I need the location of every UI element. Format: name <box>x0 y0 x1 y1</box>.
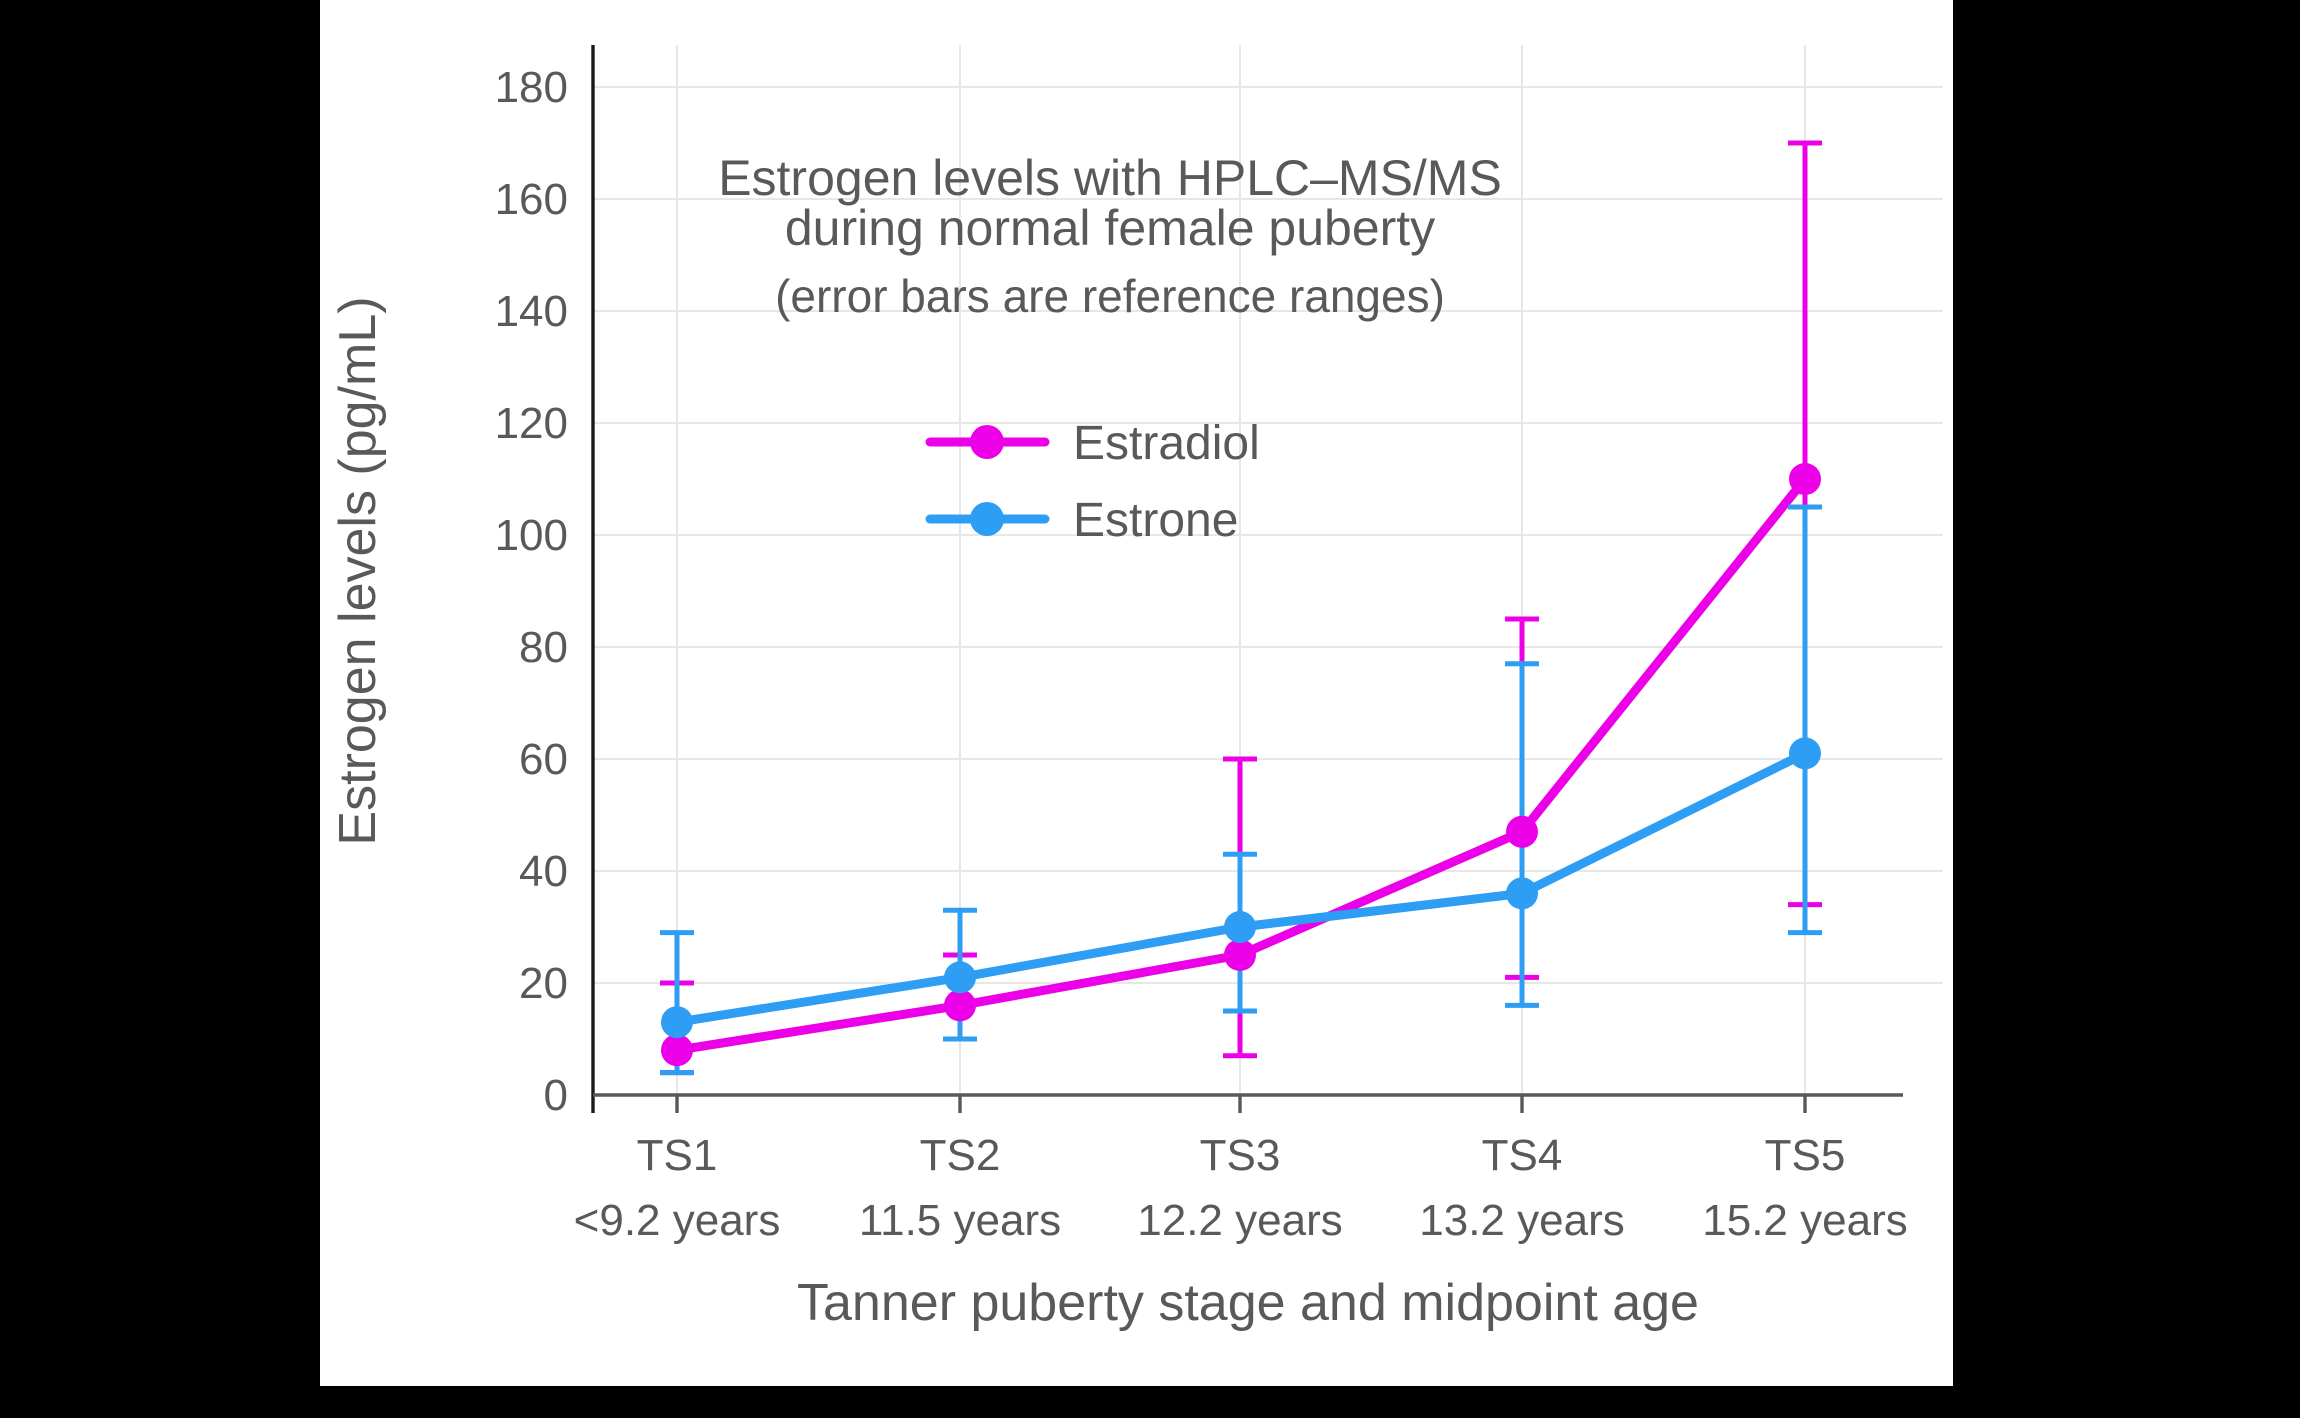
svg-text:<9.2 years: <9.2 years <box>574 1196 781 1245</box>
svg-text:Estrogen levels (pg/mL): Estrogen levels (pg/mL) <box>329 296 387 845</box>
svg-text:11.5 years: 11.5 years <box>859 1196 1061 1245</box>
svg-text:12.2 years: 12.2 years <box>1137 1196 1342 1245</box>
svg-text:15.2 years: 15.2 years <box>1702 1196 1907 1245</box>
svg-text:TS4: TS4 <box>1482 1131 1563 1180</box>
svg-text:TS5: TS5 <box>1765 1131 1846 1180</box>
svg-text:Tanner puberty stage and midpo: Tanner puberty stage and midpoint age <box>797 1274 1699 1332</box>
svg-text:80: 80 <box>519 623 568 672</box>
svg-text:(error bars are reference rang: (error bars are reference ranges) <box>775 270 1445 322</box>
svg-text:160: 160 <box>495 175 568 224</box>
svg-text:Estrone: Estrone <box>1073 494 1238 547</box>
svg-text:TS3: TS3 <box>1200 1131 1281 1180</box>
svg-text:Estradiol: Estradiol <box>1073 417 1260 470</box>
svg-text:20: 20 <box>519 959 568 1008</box>
svg-text:140: 140 <box>495 287 568 336</box>
svg-text:Estrogen levels with HPLC–MS/M: Estrogen levels with HPLC–MS/MS <box>718 150 1502 206</box>
svg-text:during normal female puberty: during normal female puberty <box>785 200 1435 256</box>
svg-text:40: 40 <box>519 847 568 896</box>
svg-text:100: 100 <box>495 511 568 560</box>
svg-text:0: 0 <box>544 1071 568 1120</box>
svg-text:120: 120 <box>495 399 568 448</box>
svg-text:13.2 years: 13.2 years <box>1419 1196 1624 1245</box>
svg-text:180: 180 <box>495 63 568 112</box>
svg-text:TS2: TS2 <box>920 1131 1001 1180</box>
svg-text:TS1: TS1 <box>637 1131 718 1180</box>
svg-text:60: 60 <box>519 735 568 784</box>
